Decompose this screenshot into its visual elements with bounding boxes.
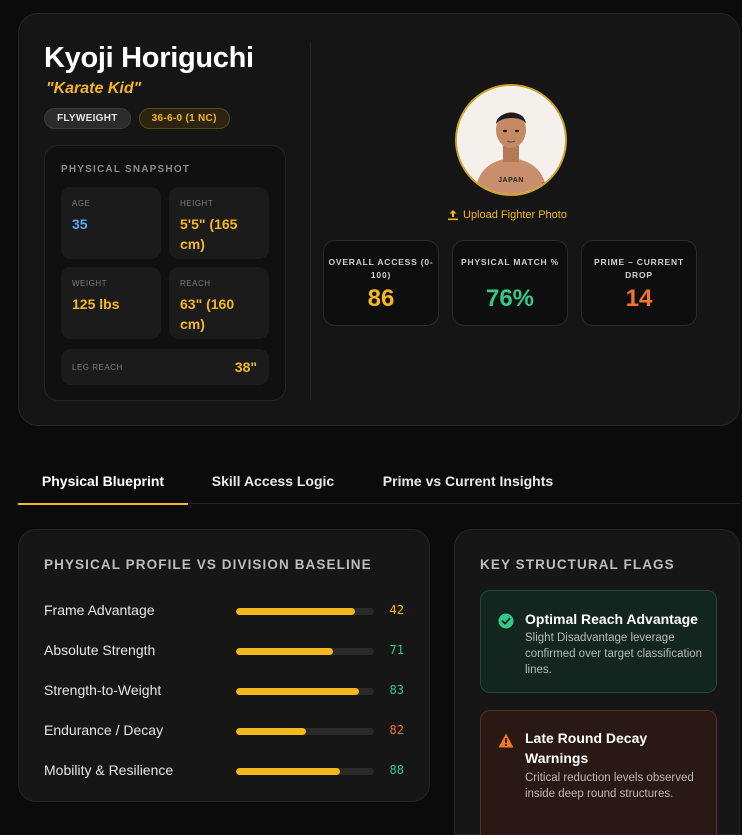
tab-skill-access-logic[interactable]: Skill Access Logic bbox=[211, 473, 335, 489]
stat-label: PRIME – CURRENT DROP bbox=[594, 257, 684, 280]
flag-heading: Optimal Reach Advantage bbox=[525, 611, 698, 627]
profile-row-bar-fill bbox=[236, 728, 307, 735]
overall-access-stat: OVERALL ACCESS (0-100) 86 bbox=[323, 240, 439, 326]
profile-row-label: Mobility & Resilience bbox=[44, 762, 174, 778]
height-cell: HEIGHT 5'5" (165 cm) bbox=[169, 187, 269, 259]
profile-row-bar-track bbox=[236, 608, 374, 615]
tab-prime-vs-current[interactable]: Prime vs Current Insights bbox=[382, 473, 554, 489]
stat-value: 86 bbox=[367, 285, 395, 312]
flag-body: Critical reduction levels observed insid… bbox=[525, 772, 694, 800]
leg-reach-cell: LEG REACH 38" bbox=[61, 349, 269, 385]
leg-reach-value: 38" bbox=[234, 359, 257, 375]
flag-heading: Late Round Decay Warnings bbox=[525, 730, 648, 766]
flags-title: KEY STRUCTURAL FLAGS bbox=[480, 557, 675, 572]
prime-drop-stat: PRIME – CURRENT DROP 14 bbox=[581, 240, 697, 326]
section-tabs: Physical Blueprint Skill Access Logic Pr… bbox=[18, 460, 740, 505]
profile-row-value: 83 bbox=[389, 683, 404, 697]
physical-profile-panel: PHYSICAL PROFILE VS DIVISION BASELINE Fr… bbox=[18, 529, 430, 802]
hero-divider bbox=[310, 42, 311, 400]
profile-row: Strength-to-Weight 83 bbox=[44, 680, 406, 700]
stat-value: 14 bbox=[625, 285, 653, 312]
height-label: HEIGHT bbox=[180, 199, 214, 208]
flag-reach-advantage: Optimal Reach Advantage Slight Disadvant… bbox=[480, 590, 717, 693]
age-value: 35 bbox=[72, 216, 88, 232]
fighter-portrait-icon bbox=[457, 86, 565, 194]
profile-row: Frame Advantage 42 bbox=[44, 600, 406, 620]
profile-row: Endurance / Decay 82 bbox=[44, 720, 406, 740]
fighter-photo[interactable]: JAPAN bbox=[455, 84, 567, 196]
warning-triangle-icon bbox=[498, 733, 514, 748]
weight-cell: WEIGHT 125 lbs bbox=[61, 267, 161, 339]
check-circle-icon bbox=[498, 613, 514, 629]
height-value: 5'5" (165 cm) bbox=[180, 216, 238, 252]
tab-physical-blueprint[interactable]: Physical Blueprint bbox=[18, 460, 188, 505]
flag-late-round-decay: Late Round Decay Warnings Critical reduc… bbox=[480, 710, 717, 835]
profile-row-bar-track bbox=[236, 648, 374, 655]
profile-row-value: 71 bbox=[389, 643, 404, 657]
profile-row-label: Absolute Strength bbox=[44, 642, 156, 658]
flag-body: Slight Disadvantage leverage confirmed o… bbox=[525, 632, 703, 676]
physical-snapshot-panel: PHYSICAL SNAPSHOT AGE 35 HEIGHT 5'5" (16… bbox=[44, 145, 286, 401]
division-badge: FLYWEIGHT bbox=[44, 108, 131, 129]
age-cell: AGE 35 bbox=[61, 187, 161, 259]
stat-label: OVERALL ACCESS (0-100) bbox=[328, 257, 434, 280]
upload-icon bbox=[448, 210, 458, 221]
profile-title: PHYSICAL PROFILE VS DIVISION BASELINE bbox=[44, 557, 372, 572]
leg-reach-label: LEG REACH bbox=[72, 363, 123, 372]
upload-photo-button[interactable]: Upload Fighter Photo bbox=[447, 209, 567, 221]
fighter-hero-card: Kyoji Horiguchi "Karate Kid" FLYWEIGHT 3… bbox=[18, 13, 740, 426]
profile-row-label: Endurance / Decay bbox=[44, 722, 164, 738]
stat-label: PHYSICAL MATCH % bbox=[461, 257, 559, 267]
physical-match-stat: PHYSICAL MATCH % 76% bbox=[452, 240, 568, 326]
profile-row-bar-track bbox=[236, 728, 374, 735]
age-label: AGE bbox=[72, 199, 91, 208]
profile-row-bar-fill bbox=[236, 768, 340, 775]
profile-row-label: Frame Advantage bbox=[44, 602, 155, 618]
profile-row: Absolute Strength 71 bbox=[44, 640, 406, 660]
fighter-name: Kyoji Horiguchi bbox=[44, 42, 254, 74]
profile-row-value: 42 bbox=[389, 603, 404, 617]
profile-row-bar-track bbox=[236, 688, 374, 695]
reach-value: 63" (160 cm) bbox=[180, 296, 235, 332]
profile-row-value: 88 bbox=[389, 763, 404, 777]
profile-row: Mobility & Resilience 88 bbox=[44, 760, 406, 780]
stat-value: 76% bbox=[485, 285, 535, 312]
profile-row-value: 82 bbox=[389, 723, 404, 737]
weight-label: WEIGHT bbox=[72, 279, 107, 288]
reach-label: REACH bbox=[180, 279, 211, 288]
structural-flags-panel: KEY STRUCTURAL FLAGS Optimal Reach Advan… bbox=[454, 529, 740, 835]
profile-row-bar-track bbox=[236, 768, 374, 775]
weight-value: 125 lbs bbox=[72, 296, 120, 312]
profile-row-bar-fill bbox=[236, 608, 355, 615]
profile-row-bar-fill bbox=[236, 688, 359, 695]
profile-row-label: Strength-to-Weight bbox=[44, 682, 162, 698]
photo-country-label: JAPAN bbox=[498, 177, 524, 184]
snapshot-title: PHYSICAL SNAPSHOT bbox=[61, 164, 191, 175]
record-badge: 36-6-0 (1 NC) bbox=[138, 108, 230, 129]
profile-row-bar-fill bbox=[236, 648, 333, 655]
upload-photo-label: Upload Fighter Photo bbox=[463, 209, 567, 221]
reach-cell: REACH 63" (160 cm) bbox=[169, 267, 269, 339]
fighter-badges: FLYWEIGHT 36-6-0 (1 NC) bbox=[44, 108, 230, 129]
fighter-nickname: "Karate Kid" bbox=[46, 80, 142, 97]
